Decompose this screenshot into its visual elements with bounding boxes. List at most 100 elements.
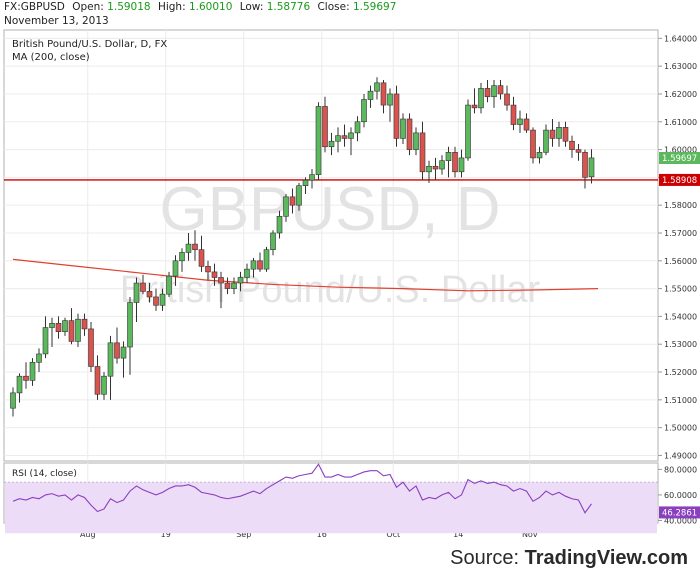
candle-body	[504, 93, 510, 106]
candle-body	[179, 252, 185, 262]
rsi-tick-label: 80.0000	[664, 465, 697, 474]
price-tick-label: 1.58000	[664, 201, 697, 210]
candle-body	[146, 291, 153, 298]
price-tick-label: 1.52000	[664, 368, 697, 377]
candle-body	[419, 132, 426, 173]
low-key: Low:	[239, 1, 264, 13]
candle-body	[218, 277, 224, 284]
candle-body	[543, 129, 549, 153]
time-tick-label: Aug	[80, 530, 96, 539]
price-tick-label: 1.54000	[664, 312, 697, 321]
candle-body	[62, 320, 68, 333]
source-prefix: Source:	[450, 547, 520, 569]
candle-body	[101, 375, 107, 395]
candle-body	[55, 323, 62, 332]
candle-body	[192, 243, 198, 250]
last-price-label: 1.59697	[662, 154, 697, 164]
candle-body	[127, 302, 133, 348]
candle-body	[497, 85, 504, 95]
price-pane[interactable]	[3, 29, 659, 462]
candle-body	[588, 157, 595, 178]
date-label: November 13, 2013	[4, 15, 109, 27]
candle-body	[458, 157, 465, 173]
candle-body	[348, 132, 354, 139]
time-tick-label: Sep	[236, 530, 251, 539]
open-key: Open:	[72, 1, 104, 13]
candle-body	[159, 293, 166, 306]
rsi-line	[12, 463, 592, 514]
candle-body	[361, 99, 367, 123]
candle-body	[562, 127, 569, 142]
candle-body	[530, 129, 536, 159]
candle-body	[88, 328, 94, 367]
candle-body	[341, 135, 348, 139]
price-tick-label: 1.50000	[664, 424, 697, 433]
price-tick-label: 1.55000	[664, 285, 697, 294]
candle-body	[94, 366, 101, 395]
price-tick-label: 1.62000	[664, 90, 697, 99]
candle-body	[393, 93, 400, 139]
close-key: Close:	[317, 1, 350, 13]
time-tick-label: Oct	[386, 530, 400, 539]
candle-body	[296, 185, 302, 206]
low-value: 1.58776	[266, 1, 311, 13]
candle-body	[380, 82, 387, 106]
candle-body	[205, 266, 211, 273]
candle-body	[23, 375, 29, 381]
candle-body	[75, 318, 81, 342]
candle-body	[107, 342, 114, 377]
symbol-label[interactable]: FX:GBPUSD	[4, 1, 65, 13]
time-tick-label: Nov	[522, 530, 538, 539]
candle-body	[224, 282, 231, 289]
candle-body	[120, 346, 127, 359]
candle-body	[426, 165, 432, 173]
candle-body	[270, 232, 276, 250]
candle-body	[523, 118, 530, 131]
high-key: High:	[157, 1, 186, 13]
candle-body	[81, 318, 88, 330]
candle-body	[185, 243, 192, 253]
ma200-line	[12, 258, 599, 292]
candle-body	[302, 179, 309, 187]
legend-rsi: RSI (14, close)	[12, 469, 77, 479]
candle-body	[484, 88, 491, 98]
ohlc-line: FX:GBPUSD Open: 1.59018 High: 1.60010 Lo…	[4, 0, 396, 14]
candle-body	[133, 282, 140, 303]
candle-body	[569, 140, 575, 150]
candle-body	[374, 82, 380, 92]
candle-body	[16, 375, 23, 394]
candle-body	[29, 361, 36, 381]
price-tick-label: 1.57000	[664, 229, 697, 238]
candle-body	[575, 149, 582, 153]
source-brand: TradingView.com	[524, 547, 688, 569]
rsi-tick-label: 60.0000	[664, 491, 697, 500]
source-credit: Source: TradingView.com	[450, 547, 688, 570]
price-tick-label: 1.64000	[664, 34, 697, 43]
candle-body	[231, 282, 237, 289]
candle-body	[315, 106, 322, 175]
candle-body	[471, 104, 478, 109]
candle-body	[556, 127, 562, 139]
candle-body	[289, 196, 296, 206]
price-tick-label: 1.56000	[664, 257, 697, 266]
watermark-symbol: GBPUSD, D	[159, 175, 500, 244]
candle-body	[328, 140, 335, 148]
candle-body	[257, 260, 263, 270]
candle-body	[263, 249, 270, 270]
candle-body	[354, 121, 361, 134]
candle-body	[42, 327, 49, 355]
candle-body	[68, 320, 75, 342]
rsi-band	[5, 482, 657, 534]
candle-body	[114, 342, 120, 359]
price-tick-label: 1.60000	[664, 146, 697, 155]
candle-body	[198, 249, 205, 267]
support-price-box	[659, 173, 700, 186]
time-tick-label: 14	[453, 530, 463, 539]
candle-body	[309, 174, 315, 181]
rsi-last-label: 46.2861	[662, 508, 697, 518]
last-price-box	[659, 151, 700, 164]
candle-body	[439, 160, 445, 170]
candle-body	[322, 106, 328, 148]
price-tick-label: 1.49000	[664, 451, 697, 460]
